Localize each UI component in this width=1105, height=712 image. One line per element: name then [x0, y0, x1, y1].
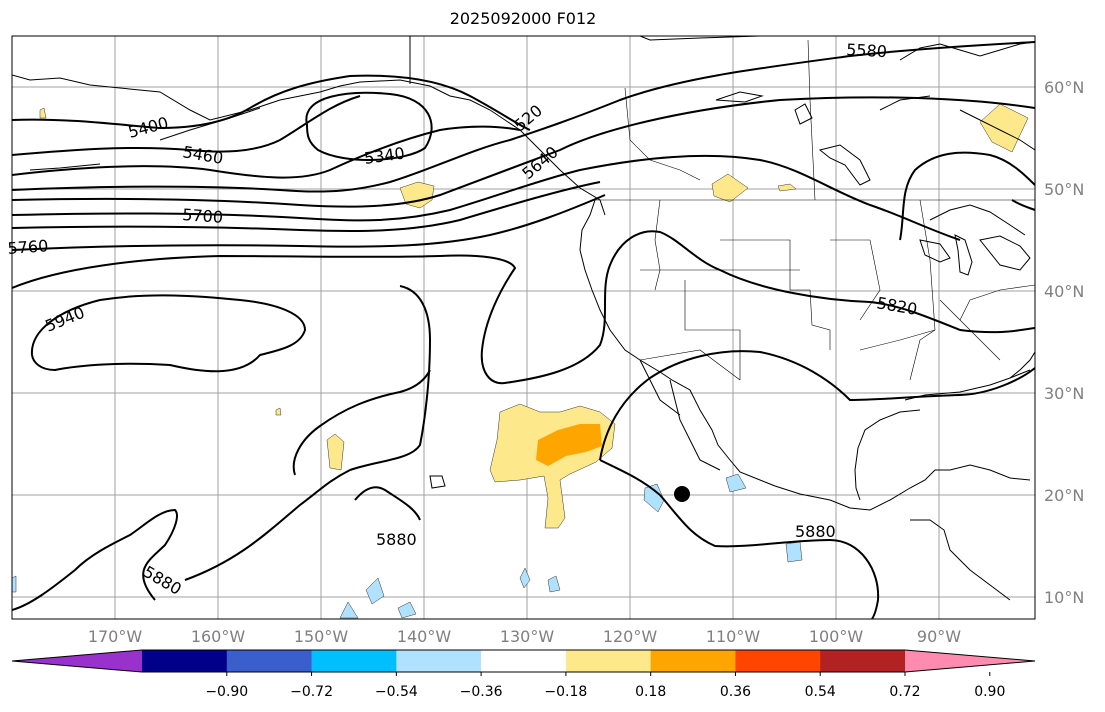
map-frame — [11, 35, 1036, 620]
contour-label: 5700 — [182, 205, 224, 227]
colorbar-segment — [481, 650, 567, 672]
colorbar — [11, 649, 1036, 676]
colorbar-segment — [820, 650, 906, 672]
colorbar-tick-label: 0.72 — [889, 684, 920, 700]
storm-center-dot — [674, 486, 690, 502]
colorbar-tick-label: 0.54 — [805, 684, 836, 700]
longitude-label: 130°W — [500, 627, 555, 646]
colorbar-segment — [650, 650, 736, 672]
political-borders — [595, 39, 1035, 381]
colorbar-extend-high — [905, 650, 1035, 672]
anomaly-shading — [12, 103, 1029, 619]
colorbar-tick-label: −0.72 — [290, 684, 333, 700]
latitude-axis: 60°N 50°N 40°N 30°N 20°N 10°N — [1044, 78, 1084, 607]
latitude-label: 10°N — [1044, 588, 1084, 607]
longitude-label: 170°W — [88, 627, 143, 646]
latitude-label: 50°N — [1044, 180, 1084, 199]
colorbar-segment — [396, 650, 482, 672]
colorbar-tick-label: 0.18 — [635, 684, 666, 700]
colorbar-tick-label: −0.90 — [205, 684, 248, 700]
latitude-label: 30°N — [1044, 384, 1084, 403]
colorbar-tick-label: −0.18 — [544, 684, 587, 700]
contour-label: 5580 — [846, 40, 888, 61]
map-title: 2025092000 F012 — [449, 9, 597, 28]
longitude-label: 160°W — [191, 627, 246, 646]
contour-label: 5760 — [7, 236, 49, 258]
graticule — [12, 36, 1035, 619]
colorbar-tick-label: 0.90 — [974, 684, 1005, 700]
colorbar-segment — [142, 650, 228, 672]
colorbar-outline — [11, 649, 1036, 673]
colorbar-segment — [311, 650, 397, 672]
longitude-label: 140°W — [397, 627, 452, 646]
colorbar-segment — [226, 650, 313, 672]
colorbar-tick-label: −0.54 — [375, 684, 418, 700]
latitude-label: 40°N — [1044, 282, 1084, 301]
colorbar-extend-low — [12, 650, 142, 672]
longitude-label: 120°W — [603, 627, 658, 646]
contour-label: 5880 — [376, 530, 417, 549]
longitude-label: 150°W — [294, 627, 349, 646]
colorbar-tick-labels: −0.90 −0.72 −0.54 −0.36 −0.18 0.18 0.36 0.54 0.7… — [205, 684, 1005, 700]
contour-label: 5880 — [795, 522, 836, 541]
longitude-axis: 170°W 160°W 150°W 140°W 130°W 120°W 110°… — [88, 627, 961, 646]
longitude-label: 90°W — [917, 627, 961, 646]
latitude-label: 20°N — [1044, 486, 1084, 505]
colorbar-tick-label: 0.36 — [720, 684, 751, 700]
longitude-label: 100°W — [809, 627, 864, 646]
height-contours — [12, 41, 1035, 619]
colorbar-segment — [735, 650, 821, 672]
longitude-label: 110°W — [706, 627, 761, 646]
colorbar-tick-label: −0.36 — [460, 684, 503, 700]
colorbar-segment — [565, 650, 652, 672]
latitude-label: 60°N — [1044, 78, 1084, 97]
